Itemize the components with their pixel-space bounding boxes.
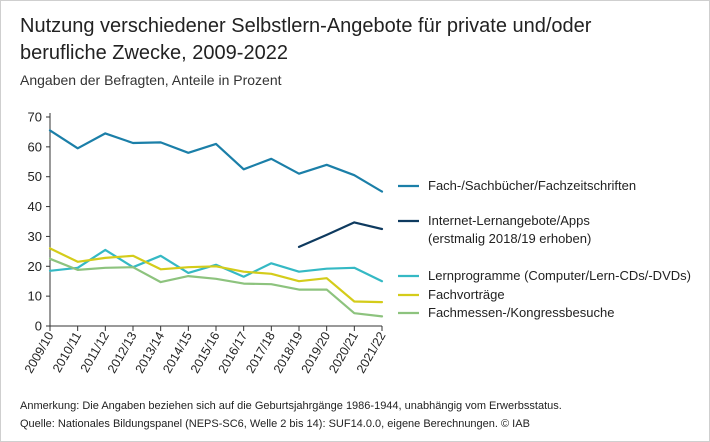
chart-subtitle: Angaben der Befragten, Anteile in Prozen… bbox=[20, 72, 282, 88]
series-line bbox=[297, 221, 384, 248]
y-tick-label: 70 bbox=[28, 110, 42, 125]
chart-title: Nutzung verschiedener Selbstlern-Angebot… bbox=[20, 15, 592, 64]
y-tick-label: 20 bbox=[28, 259, 42, 274]
legend-label: Fachvorträge bbox=[428, 287, 505, 302]
series-line bbox=[48, 257, 384, 318]
chart-source: Quelle: Nationales Bildungspanel (NEPS-S… bbox=[20, 418, 530, 430]
y-axis: 0 10 20 30 40 50 60 70 bbox=[28, 110, 51, 334]
series-line bbox=[48, 248, 384, 283]
x-axis: 2009/102010/112011/122012/132013/142014/… bbox=[22, 325, 389, 376]
legend-label: Fachmessen-/Kongressbesuche bbox=[428, 305, 614, 320]
series-line bbox=[48, 247, 384, 304]
series-line bbox=[48, 129, 384, 193]
line-chart: 0 10 20 30 40 50 60 70 2009/102010/112011/12201… bbox=[22, 110, 691, 376]
y-tick-label: 50 bbox=[28, 169, 42, 184]
legend: Fach-/Sachbücher/Fachzeitschriften Intern… bbox=[398, 178, 691, 320]
series-lines bbox=[48, 129, 384, 318]
y-tick-label: 60 bbox=[28, 139, 42, 154]
y-tick-label: 40 bbox=[28, 199, 42, 214]
legend-label: Lernprogramme (Computer/Lern-CDs/-DVDs) bbox=[428, 268, 691, 283]
chart-note: Anmerkung: Die Angaben beziehen sich auf… bbox=[20, 400, 562, 412]
y-tick-label: 30 bbox=[28, 229, 42, 244]
legend-label: Fach-/Sachbücher/Fachzeitschriften bbox=[428, 178, 636, 193]
y-tick-label: 10 bbox=[28, 289, 42, 304]
legend-label: Internet-Lernangebote/Apps bbox=[428, 213, 590, 228]
legend-label: (erstmalig 2018/19 erhoben) bbox=[428, 231, 591, 246]
y-tick-label: 0 bbox=[35, 319, 42, 334]
